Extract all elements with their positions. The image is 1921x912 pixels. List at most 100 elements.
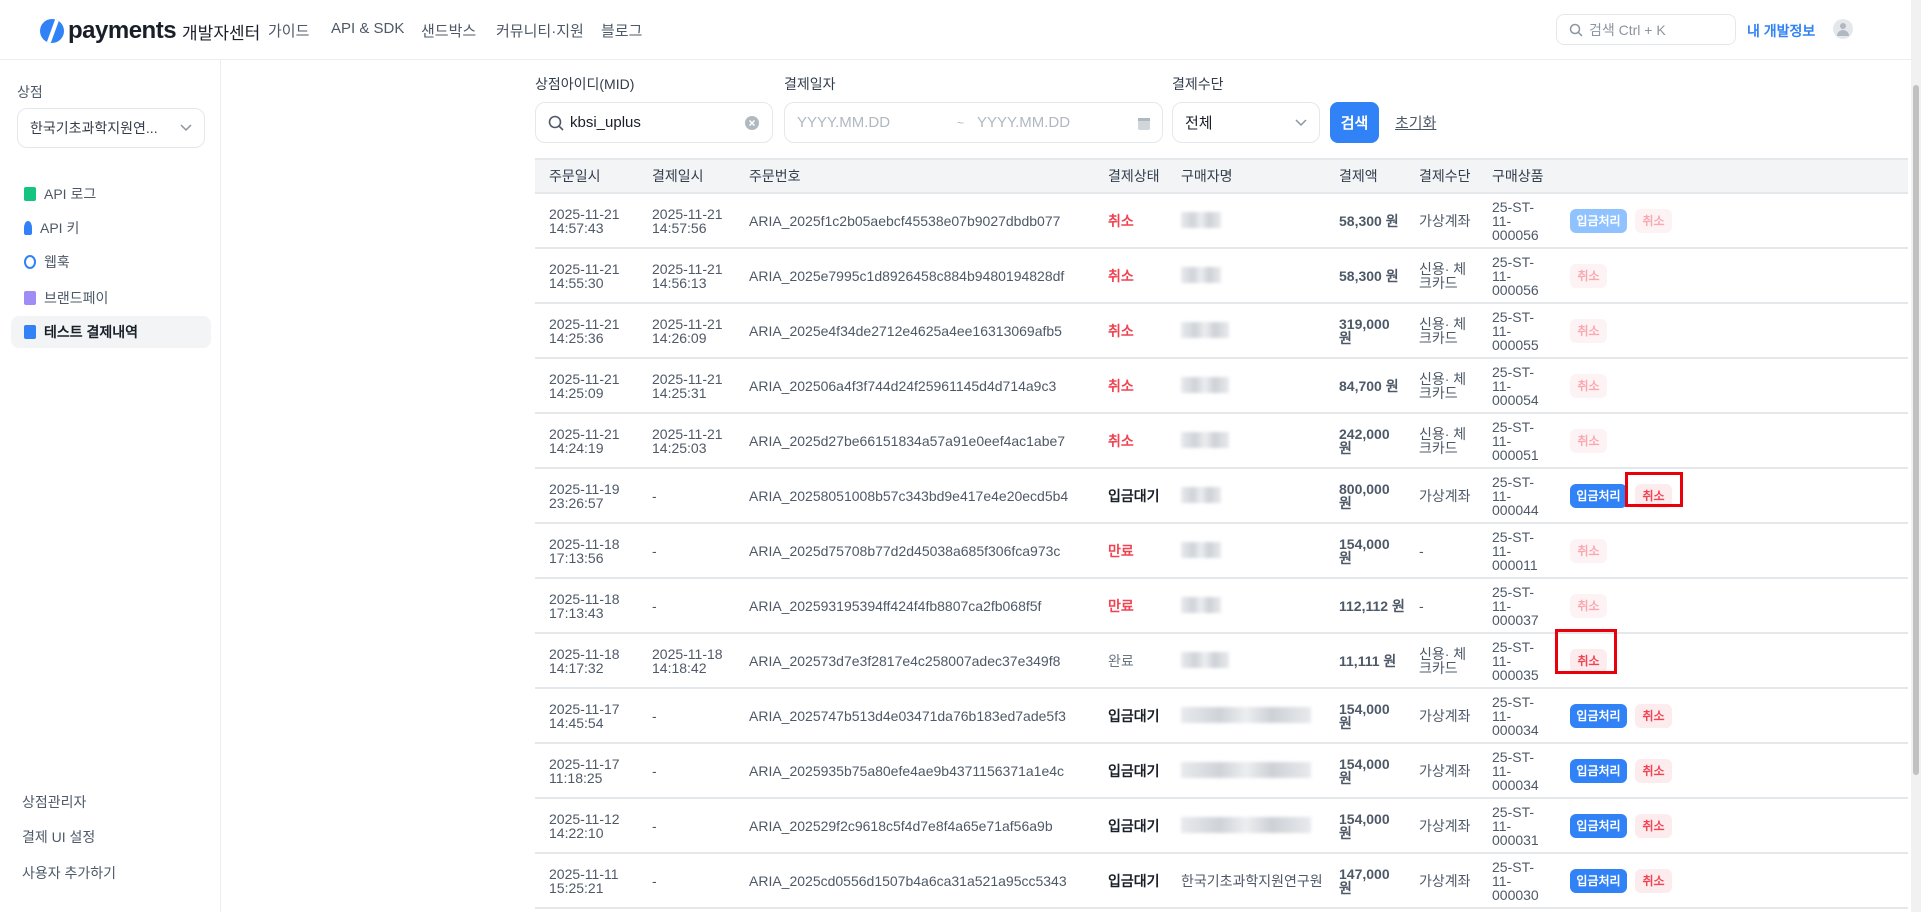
table-row: 2025-11-12 14:22:10- ARIA_202529f2c9618c5… [535,798,1908,854]
date-to-input[interactable]: YYYY.MM.DD [977,114,1071,131]
blurred-buyer-name [1181,651,1229,668]
cancel-button[interactable]: 취소 [1635,208,1672,233]
cancel-button[interactable]: 취소 [1635,703,1672,728]
buyer-name [1167,358,1325,414]
method-select[interactable]: 전체 [1172,102,1320,143]
product: 25-ST- 11- 000056 [1478,193,1556,249]
method-select-value: 전체 [1185,115,1213,132]
cancel-button[interactable]: 취소 [1635,813,1672,838]
buyer-name [1167,413,1325,469]
actions: 취소 [1556,413,1908,469]
table-row: 2025-11-17 11:18:25- ARIA_2025935b75a80ef… [535,743,1908,799]
sidebar: 상점 한국기초과학지원연... API 로그 API 키 웹훅 브랜드페이 테스트 결제… [0,60,221,912]
order-number: ARIA_2025e4f34de2712e4625a4ee16313069afb… [735,303,1094,359]
sidebar-item-3[interactable]: 브랜드페이 [11,282,211,314]
nav-guide[interactable]: 가이드 [268,23,310,40]
highlight-annotation [1625,472,1683,507]
mid-input[interactable]: kbsi_uplus [535,102,773,143]
cancel-button[interactable]: 취소 [1570,593,1607,618]
nav-blog[interactable]: 블로그 [601,23,643,40]
pay-date: - [638,798,735,854]
receipt-icon [24,325,36,339]
cancel-button[interactable]: 취소 [1570,648,1607,673]
sidebar-payment-ui-settings[interactable]: 결제 UI 설정 [22,829,96,845]
sidebar-item-4[interactable]: 테스트 결제내역 [11,316,211,348]
order-number: ARIA_2025e7995c1d8926458c884b9480194828d… [735,248,1094,304]
amount: 11,111 원 [1325,633,1405,689]
buyer-name [1167,468,1325,524]
buyer-name [1167,578,1325,634]
amount: 242,000 원 [1325,413,1405,469]
calendar-icon[interactable] [1138,116,1150,130]
actions: 취소 [1556,303,1908,359]
deposit-button[interactable]: 입금처리 [1570,813,1627,838]
payment-method: 신용· 체크카드 [1405,413,1478,469]
cancel-button[interactable]: 취소 [1570,263,1607,288]
nav-community[interactable]: 커뮤니티·지원 [496,23,584,40]
product: 25-ST- 11- 000034 [1478,743,1556,799]
reset-button[interactable]: 초기화 [1395,115,1437,132]
payment-method: 신용· 체크카드 [1405,633,1478,689]
deposit-button[interactable]: 입금처리 [1570,703,1627,728]
buyer-name [1167,303,1325,359]
scrollbar-thumb[interactable] [1913,85,1919,775]
key-icon [24,221,32,235]
header-search[interactable]: 검색 Ctrl + K [1556,14,1736,45]
amount: 84,700 원 [1325,358,1405,414]
deposit-button[interactable]: 입금처리 [1570,208,1627,233]
actions: 입금처리 취소 [1556,688,1908,744]
date-range-input[interactable]: YYYY.MM.DD ~ YYYY.MM.DD [784,102,1163,143]
cancel-button[interactable]: 취소 [1570,538,1607,563]
actions: 취소 [1556,578,1908,634]
sidebar-item-2[interactable]: 웹훅 [11,246,211,278]
payment-method: 가상계좌 [1405,853,1478,909]
column-header: 구매자명 [1167,158,1325,194]
cancel-button[interactable]: 취소 [1635,758,1672,783]
pay-date: 2025-11-21 14:57:56 [638,193,735,249]
scrollbar[interactable] [1911,0,1921,912]
clear-icon[interactable] [744,115,760,131]
cancel-button[interactable]: 취소 [1635,868,1672,893]
sidebar-item-label: 테스트 결제내역 [44,324,139,340]
payment-status: 완료 [1094,633,1167,689]
sidebar-item-0[interactable]: API 로그 [11,178,211,210]
product: 25-ST- 11- 000051 [1478,413,1556,469]
mid-label: 상점아이디(MID) [535,76,635,92]
nav-api-sdk[interactable]: API & SDK [331,20,405,37]
order-date: 2025-11-21 14:25:36 [535,303,638,359]
buyer-name [1167,633,1325,689]
actions: 입금처리 취소 [1556,853,1908,909]
cancel-button[interactable]: 취소 [1635,483,1672,508]
deposit-button[interactable]: 입금처리 [1570,483,1627,508]
cancel-button[interactable]: 취소 [1570,428,1607,453]
order-number: ARIA_202506a4f3f744d24f25961145d4d714a9c… [735,358,1094,414]
store-select[interactable]: 한국기초과학지원연... [17,108,205,148]
nav-sandbox[interactable]: 샌드박스 [421,23,477,40]
search-button[interactable]: 검색 [1330,102,1379,143]
sidebar-item-label: API 키 [40,220,80,236]
my-dev-info-link[interactable]: 내 개발정보 [1747,23,1816,39]
mid-input-value: kbsi_uplus [570,114,641,131]
deposit-button[interactable]: 입금처리 [1570,868,1627,893]
column-header [1556,158,1908,194]
search-placeholder: 검색 Ctrl + K [1589,21,1666,38]
method-label: 결제수단 [1172,76,1224,92]
cancel-button[interactable]: 취소 [1570,373,1607,398]
pay-date: 2025-11-21 14:26:09 [638,303,735,359]
logo[interactable]: payments 개발자센터 [40,17,260,45]
order-number: ARIA_2025cd0556d1507b4a6ca31a521a95cc534… [735,853,1094,909]
cancel-button[interactable]: 취소 [1570,318,1607,343]
date-from-input[interactable]: YYYY.MM.DD [797,114,891,131]
pay-date: 2025-11-21 14:25:03 [638,413,735,469]
deposit-button[interactable]: 입금처리 [1570,758,1627,783]
avatar[interactable] [1833,19,1853,39]
payment-status: 취소 [1094,413,1167,469]
sidebar-item-1[interactable]: API 키 [11,212,211,244]
sidebar-add-user[interactable]: 사용자 추가하기 [22,865,117,881]
order-number: ARIA_202593195394ff424f4fb8807ca2fb068f5… [735,578,1094,634]
sidebar-store-admin[interactable]: 상점관리자 [22,794,87,810]
column-header: 구매상품 [1478,158,1556,194]
chevron-down-icon [1295,118,1307,126]
top-header: payments 개발자센터 가이드 API & SDK 샌드박스 커뮤니티·지… [0,0,1911,60]
amount: 154,000 원 [1325,688,1405,744]
